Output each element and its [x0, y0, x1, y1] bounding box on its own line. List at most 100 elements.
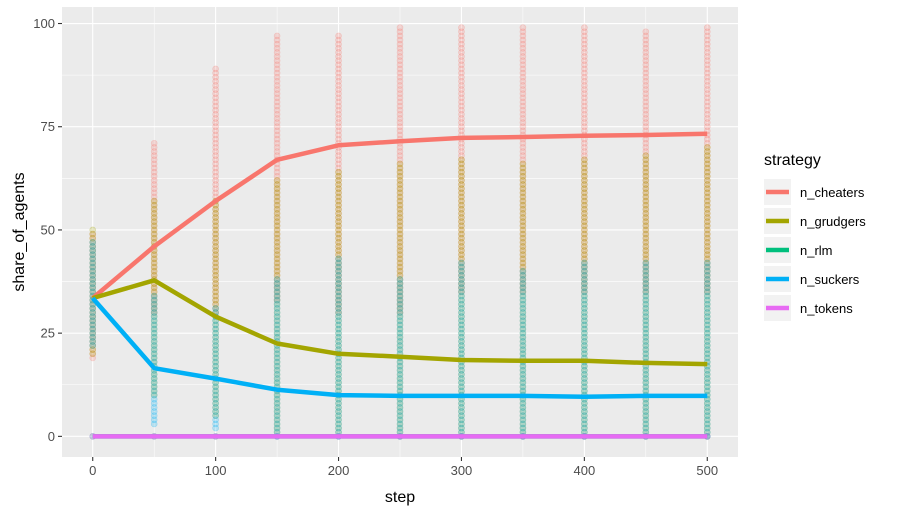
point-n-suckers [212, 383, 219, 391]
point-n-cheaters [335, 69, 342, 77]
point-n-grudgers [150, 305, 158, 312]
point-n-cheaters [581, 90, 588, 97]
point-n-grudgers [273, 284, 281, 292]
x-tick-label: 100 [205, 463, 227, 478]
point-n-cheaters [212, 230, 219, 238]
point-n-cheaters [273, 259, 281, 267]
point-n-grudgers [581, 317, 588, 325]
point-n-grudgers [212, 247, 219, 254]
point-n-cheaters [519, 239, 527, 246]
point-n-cheaters [703, 82, 711, 89]
point-n-suckers [335, 371, 342, 378]
point-n-cheaters [89, 342, 97, 349]
point-n-grudgers [335, 358, 342, 366]
point-n-cheaters [396, 106, 404, 114]
point-n-grudgers [273, 177, 281, 184]
point-n-grudgers [396, 404, 404, 411]
point-n-cheaters [458, 127, 465, 135]
point-n-grudgers [703, 296, 711, 304]
point-n-cheaters [581, 28, 588, 36]
point-n-grudgers [581, 210, 588, 217]
point-n-suckers [458, 329, 465, 337]
point-n-grudgers [642, 416, 650, 424]
point-n-grudgers [335, 239, 342, 246]
point-n-cheaters [642, 32, 650, 40]
point-n-grudgers [519, 197, 527, 205]
point-n-cheaters [581, 156, 588, 164]
point-n-cheaters [212, 127, 219, 135]
point-n-cheaters [581, 119, 588, 126]
point-n-grudgers [703, 371, 711, 378]
point-n-suckers [642, 367, 650, 374]
point-n-grudgers [581, 267, 588, 275]
point-n-suckers [703, 321, 711, 329]
point-n-grudgers [458, 280, 465, 287]
point-n-cheaters [581, 280, 588, 287]
point-n-grudgers [581, 325, 588, 333]
point-n-grudgers [335, 412, 342, 420]
point-n-cheaters [519, 230, 527, 238]
point-n-cheaters [396, 168, 404, 176]
point-n-grudgers [335, 296, 342, 304]
point-n-cheaters [703, 243, 711, 250]
point-n-grudgers [519, 267, 527, 275]
point-n-cheaters [335, 247, 342, 254]
point-n-suckers [703, 371, 711, 378]
point-n-grudgers [703, 325, 711, 333]
point-n-grudgers [273, 391, 281, 399]
point-n-cheaters [642, 172, 650, 180]
point-n-cheaters [642, 139, 650, 147]
point-n-grudgers [212, 404, 219, 411]
point-n-cheaters [642, 119, 650, 126]
point-n-grudgers [335, 210, 342, 217]
point-n-cheaters [642, 197, 650, 205]
point-n-grudgers [89, 267, 97, 275]
point-n-cheaters [642, 115, 650, 122]
point-n-grudgers [703, 160, 711, 168]
point-n-grudgers [335, 181, 342, 188]
point-n-grudgers [335, 342, 342, 349]
point-n-suckers [642, 267, 650, 275]
point-n-suckers [642, 288, 650, 296]
point-n-grudgers [273, 408, 281, 415]
point-n-suckers [642, 420, 650, 428]
point-n-grudgers [458, 350, 465, 358]
point-n-cheaters [581, 82, 588, 89]
point-n-cheaters [519, 119, 527, 126]
point-n-suckers [703, 263, 711, 271]
point-n-suckers [273, 346, 281, 353]
point-n-grudgers [581, 164, 588, 172]
point-n-grudgers [703, 243, 711, 250]
point-n-grudgers [581, 329, 588, 337]
point-n-cheaters [703, 57, 711, 64]
point-n-suckers [642, 346, 650, 353]
point-n-grudgers [581, 346, 588, 353]
point-n-suckers [396, 305, 404, 312]
point-n-grudgers [642, 333, 650, 341]
point-n-grudgers [703, 309, 711, 316]
point-n-cheaters [273, 139, 281, 147]
point-n-suckers [273, 300, 281, 308]
point-n-suckers [642, 300, 650, 308]
point-n-suckers [89, 263, 97, 271]
point-n-cheaters [642, 49, 650, 56]
point-n-suckers [273, 395, 281, 403]
point-n-grudgers [150, 201, 158, 209]
point-n-cheaters [581, 24, 588, 31]
point-n-suckers [212, 342, 219, 349]
scatter-points [89, 24, 711, 440]
point-n-cheaters [519, 272, 527, 279]
point-n-cheaters [335, 309, 342, 316]
point-n-cheaters [396, 90, 404, 97]
point-n-grudgers [396, 259, 404, 267]
point-n-grudgers [642, 267, 650, 275]
point-n-suckers [642, 404, 650, 411]
point-n-cheaters [335, 160, 342, 168]
point-n-suckers [89, 338, 97, 345]
point-n-grudgers [396, 329, 404, 337]
point-n-suckers [703, 309, 711, 316]
point-n-suckers [89, 259, 97, 267]
point-n-cheaters [581, 210, 588, 217]
point-n-cheaters [642, 53, 650, 60]
point-n-cheaters [581, 65, 588, 73]
